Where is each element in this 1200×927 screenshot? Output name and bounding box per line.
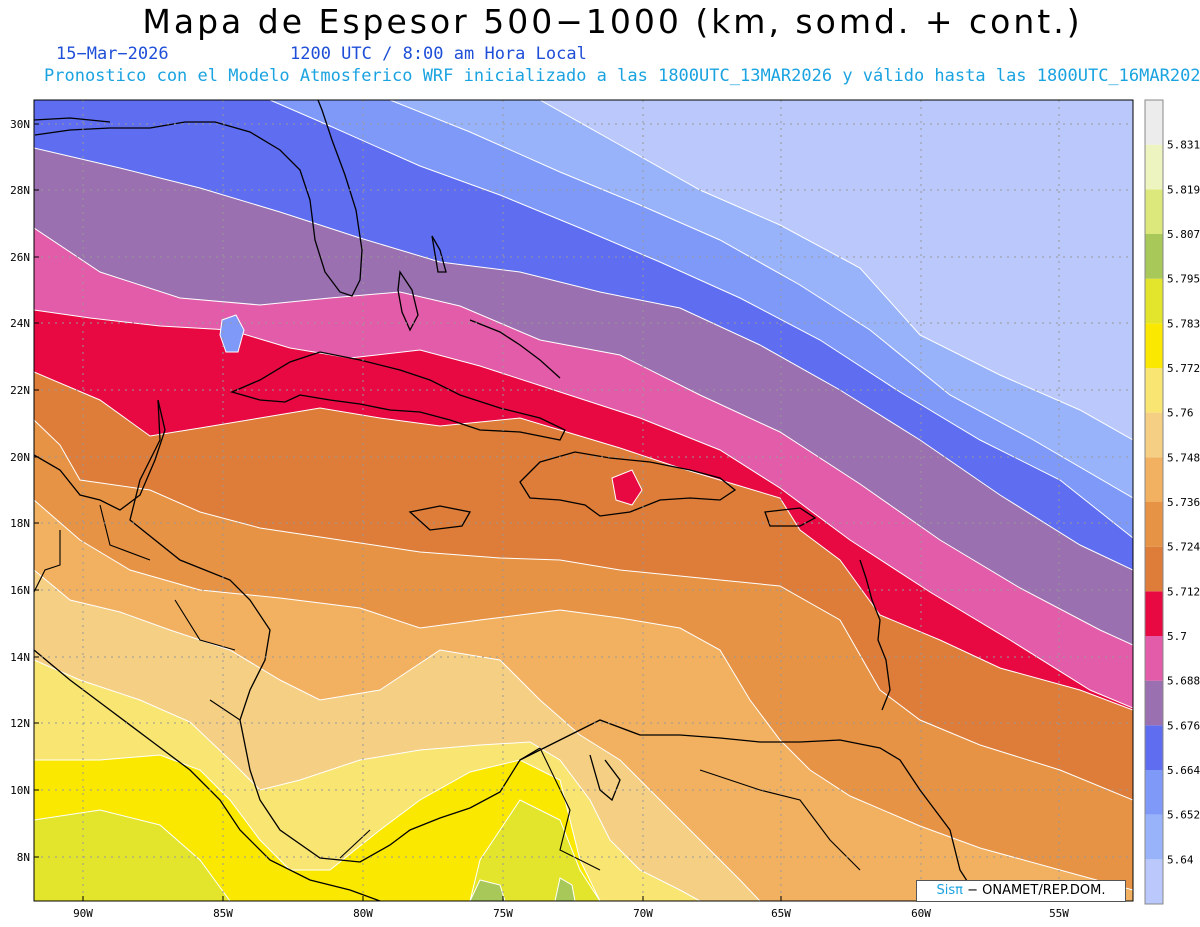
- colorbar-label: 5.783: [1167, 317, 1200, 330]
- colorbar-swatch: [1145, 278, 1163, 324]
- colorbar-swatch: [1145, 323, 1163, 368]
- gulf-coast-west: [34, 117, 111, 123]
- colorbar-swatch: [1145, 368, 1163, 413]
- florida-coast: [34, 100, 363, 297]
- colorbar-label: 5.652: [1167, 809, 1200, 822]
- colorbar-swatch: [1145, 457, 1163, 502]
- lon-label-90W: 90W: [73, 907, 93, 920]
- colorbar-label: 5.688: [1167, 675, 1200, 688]
- colorbar-label: 5.712: [1167, 585, 1200, 598]
- lat-label-28N: 28N: [10, 184, 30, 197]
- south-america-north: [519, 719, 981, 901]
- colorbar-swatch: [1145, 502, 1163, 547]
- lon-label-75W: 75W: [493, 907, 513, 920]
- lat-label-22N: 22N: [10, 384, 30, 397]
- pacific-coast: [34, 649, 381, 901]
- forecast-date: 15−Mar−2026: [56, 44, 169, 64]
- credit-box: Sisπ − ONAMET/REP.DOM.: [916, 880, 1126, 902]
- map-plot-area: [34, 100, 1133, 901]
- lat-label-10N: 10N: [10, 784, 30, 797]
- colorbar-swatch: [1145, 814, 1163, 860]
- lon-label-85W: 85W: [213, 907, 233, 920]
- map-title: Mapa de Espesor 500−1000 (km, somd. + co…: [142, 2, 1083, 41]
- central-america: [34, 399, 541, 863]
- colorbar-label: 5.676: [1167, 719, 1200, 732]
- colorbar-swatch: [1145, 680, 1163, 726]
- colorbar-label: 5.7: [1167, 630, 1187, 643]
- forecast-time: 1200 UTC / 8:00 am Hora Local: [290, 44, 587, 64]
- colorbar-label: 5.831: [1167, 139, 1200, 152]
- coastlines: [34, 100, 981, 901]
- lon-label-60W: 60W: [911, 907, 931, 920]
- colorbar-label: 5.64: [1167, 853, 1194, 866]
- lat-label-8N: 8N: [17, 851, 30, 864]
- lat-label-24N: 24N: [10, 317, 30, 330]
- bahamas-southeast: [469, 319, 561, 379]
- colorbar-label: 5.76: [1167, 407, 1194, 420]
- colorbar-label: 5.819: [1167, 183, 1200, 196]
- colorbar-label: 5.772: [1167, 362, 1200, 375]
- country-borders: [34, 504, 861, 871]
- sispi-logo: Sisπ: [936, 883, 963, 898]
- cuba: [230, 351, 566, 441]
- colorbar-label: 5.724: [1167, 541, 1200, 554]
- longitude-axis: 90W 85W 80W 75W 70W 65W 60W 55W: [73, 896, 1069, 920]
- colorbar-swatch: [1145, 725, 1163, 770]
- warm-spot-hispaniola: [611, 469, 643, 506]
- lon-label-70W: 70W: [633, 907, 653, 920]
- lat-label-26N: 26N: [10, 251, 30, 264]
- colorbar-label: 5.736: [1167, 496, 1200, 509]
- latitude-axis: 30N 28N 26N 24N 22N 20N 18N 16N 14N 12N 10N 8N: [10, 118, 39, 864]
- colorbar-label: 5.664: [1167, 764, 1200, 777]
- lat-label-12N: 12N: [10, 717, 30, 730]
- colorbar-swatch: [1145, 770, 1163, 815]
- colorbar-swatch: [1145, 189, 1163, 234]
- colorbar-label: 5.748: [1167, 451, 1200, 464]
- colorbar-legend: 5.64 5.652 5.664 5.676 5.688 5.7 5.712 5.724 5.7…: [1144, 99, 1200, 905]
- lat-label-14N: 14N: [10, 651, 30, 664]
- lon-label-65W: 65W: [771, 907, 791, 920]
- colorbar-swatch: [1145, 234, 1163, 279]
- jamaica: [408, 505, 472, 531]
- colorbar-swatch: [1145, 546, 1163, 592]
- lesser-antilles: [859, 559, 891, 711]
- lat-label-30N: 30N: [10, 118, 30, 131]
- colorbar-label: 5.795: [1167, 273, 1200, 286]
- colorbar-label: 5.807: [1167, 228, 1200, 241]
- colorbar-swatch: [1145, 591, 1163, 636]
- colorbar-swatch: [1145, 144, 1163, 190]
- cold-pocket-florida: [219, 314, 245, 353]
- colorbar-swatch: [1145, 859, 1163, 904]
- plot-frame: [33, 99, 1134, 902]
- puerto-rico: [764, 507, 817, 527]
- gridlines: [34, 100, 1133, 901]
- maracaibo: [589, 754, 621, 802]
- colorbar-swatch: [1145, 636, 1163, 681]
- colorbar-swatch: [1145, 412, 1163, 458]
- lat-label-18N: 18N: [10, 517, 30, 530]
- colorbar-frame: [1144, 99, 1164, 905]
- lat-label-20N: 20N: [10, 451, 30, 464]
- credit-text: − ONAMET/REP.DOM.: [962, 883, 1106, 898]
- forecast-description: Pronostico con el Modelo Atmosferico WRF…: [44, 66, 1200, 86]
- hispaniola: [519, 451, 737, 517]
- lat-label-16N: 16N: [10, 584, 30, 597]
- bahamas-eleuthera: [431, 235, 447, 273]
- band-5795: [34, 799, 601, 901]
- colorbar-swatch: [1145, 100, 1163, 145]
- lon-label-55W: 55W: [1049, 907, 1069, 920]
- bahamas-andros: [397, 270, 419, 332]
- band-5807: [469, 877, 576, 901]
- lon-label-80W: 80W: [353, 907, 373, 920]
